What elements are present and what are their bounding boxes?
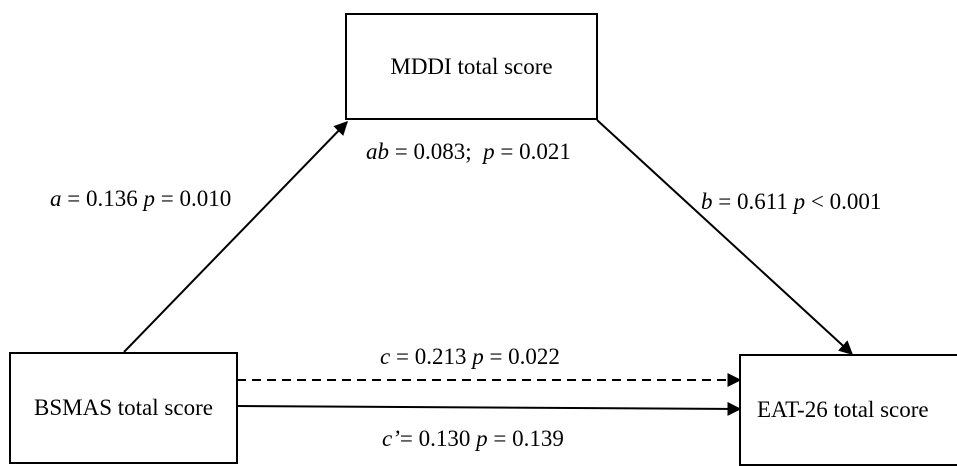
outcome-label: EAT-26 total score bbox=[757, 397, 929, 422]
indirect-ab-label: ab = 0.083; p = 0.021 bbox=[366, 139, 571, 164]
path-a-label: a = 0.136 p = 0.010 bbox=[50, 186, 232, 211]
path-c-label: c = 0.213 p = 0.022 bbox=[380, 344, 560, 369]
predictor-label: BSMAS total score bbox=[34, 395, 213, 420]
predictor-box: BSMAS total score bbox=[9, 352, 238, 464]
path-b-label: b = 0.611 p < 0.001 bbox=[701, 189, 882, 214]
path-a-arrow bbox=[123, 120, 348, 353]
path-b-arrow bbox=[596, 119, 854, 355]
outcome-box: EAT-26 total score bbox=[739, 354, 957, 466]
mediator-label: MDDI total score bbox=[390, 53, 553, 79]
path-c-prime-label: c’= 0.130 p = 0.139 bbox=[382, 426, 564, 451]
mediator-box: MDDI total score bbox=[345, 13, 598, 120]
path-c-prime-arrow bbox=[236, 401, 742, 416]
